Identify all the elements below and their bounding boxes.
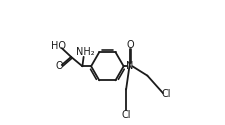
Text: Cl: Cl [121, 110, 130, 120]
Text: HO: HO [51, 41, 66, 51]
Text: O: O [55, 61, 63, 71]
Text: O: O [126, 40, 133, 50]
Text: Cl: Cl [161, 89, 170, 99]
Text: N: N [126, 61, 133, 71]
Text: NH₂: NH₂ [76, 47, 94, 57]
